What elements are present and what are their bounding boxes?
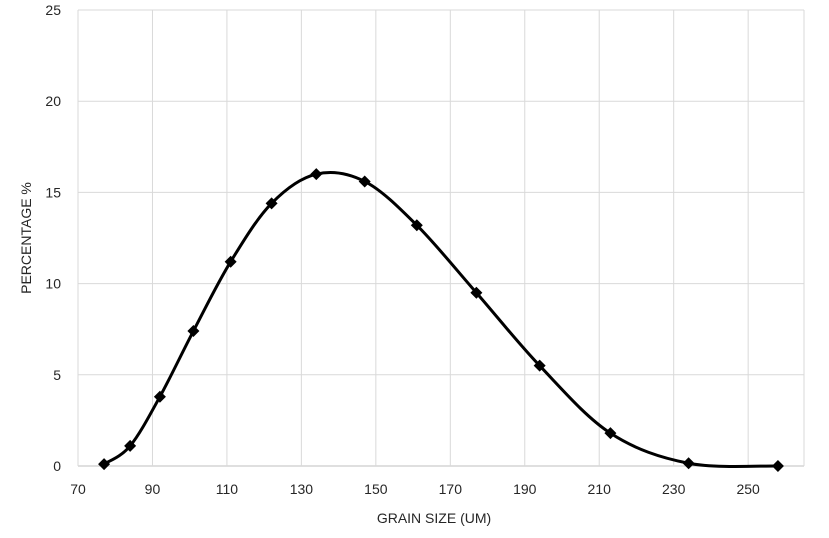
x-tick-label: 170	[439, 481, 463, 497]
x-tick-label: 110	[216, 481, 239, 497]
y-tick-label: 15	[45, 184, 61, 200]
data-point-marker	[310, 168, 323, 181]
data-point-marker	[224, 255, 237, 268]
data-point-marker	[153, 390, 166, 403]
x-tick-label: 150	[364, 481, 388, 497]
x-tick-label: 230	[662, 481, 686, 497]
x-tick-label: 250	[736, 481, 760, 497]
x-axis-title: GRAIN SIZE (UM)	[377, 510, 491, 526]
y-axis-tick-labels: 0 5 10 15 20 25	[45, 2, 61, 474]
series-line	[102, 171, 780, 469]
y-tick-label: 25	[45, 2, 61, 18]
data-point-marker	[470, 286, 483, 299]
data-point-marker	[265, 197, 278, 210]
series-layer	[102, 171, 780, 469]
data-point-marker	[98, 458, 111, 471]
x-tick-label: 190	[513, 481, 537, 497]
data-point-marker	[358, 175, 371, 188]
data-point-marker	[533, 359, 546, 372]
marker-layer	[98, 168, 784, 472]
y-tick-label: 0	[53, 458, 61, 474]
x-axis-tick-labels: 70 90 110 130 150 170 190 210 230 250	[70, 481, 760, 497]
y-tick-label: 5	[53, 367, 61, 383]
x-tick-label: 90	[145, 481, 161, 497]
data-point-marker	[187, 325, 200, 338]
x-tick-label: 210	[588, 481, 612, 497]
gridlines	[77, 9, 805, 467]
x-tick-label: 130	[290, 481, 314, 497]
data-point-marker	[604, 427, 617, 440]
y-tick-label: 10	[45, 276, 61, 292]
x-tick-label: 70	[70, 481, 86, 497]
y-tick-label: 20	[45, 93, 61, 109]
data-point-marker	[771, 460, 784, 472]
data-point-marker	[682, 457, 695, 470]
data-point-marker	[124, 439, 137, 452]
data-point-marker	[410, 219, 423, 232]
y-axis-title: PERCENTAGE %	[18, 182, 34, 294]
